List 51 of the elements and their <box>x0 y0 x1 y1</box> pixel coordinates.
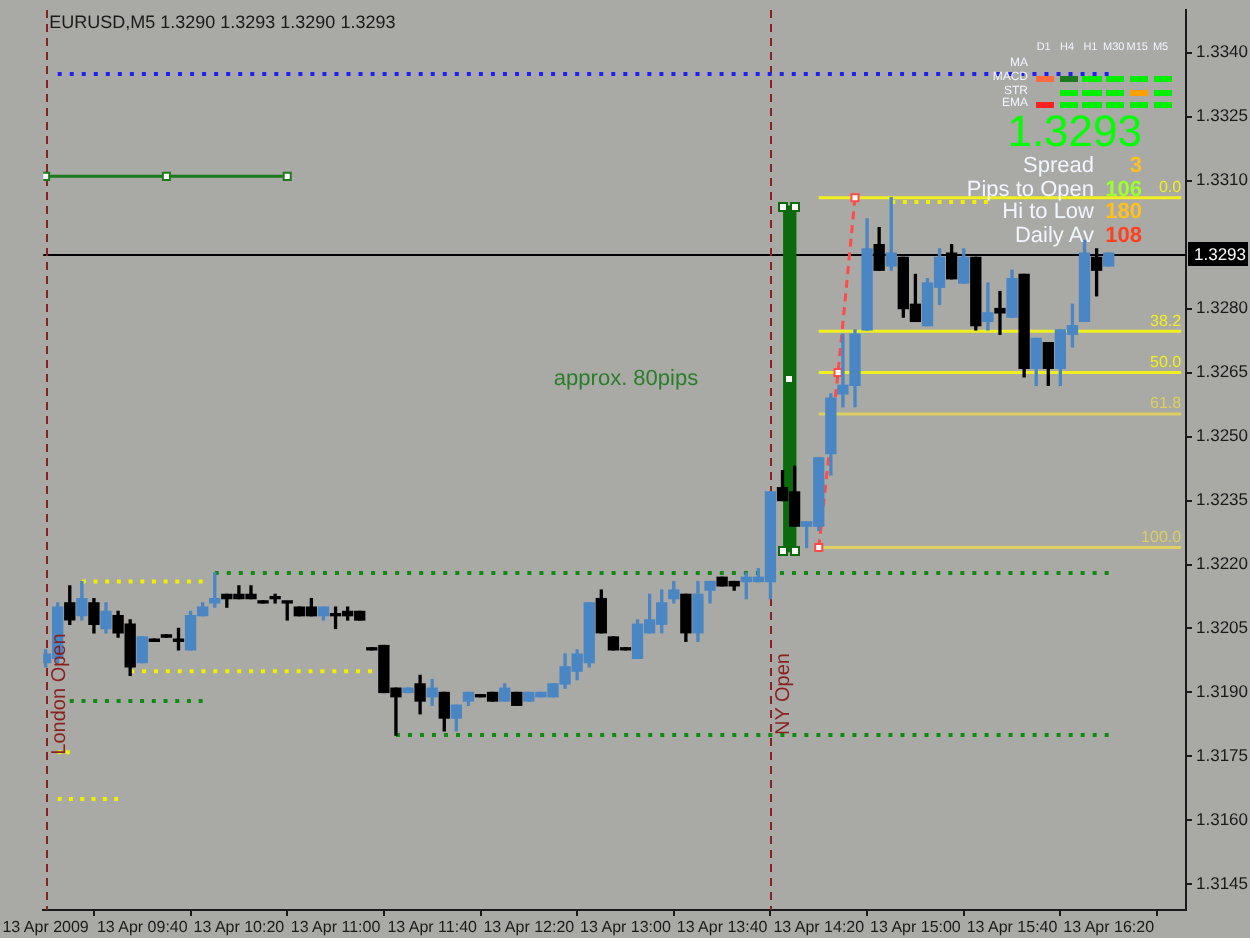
ref-line-label: 1.3293 <box>1194 243 1247 264</box>
chart-title: EURUSD,M5 1.3290 1.3293 1.3290 1.3293 <box>49 11 396 32</box>
ref-line-label: London Open <box>48 633 71 755</box>
x-tick-label: 13 Apr 15:40 <box>966 918 1059 937</box>
y-tick-label: 1.3235 <box>1196 489 1249 510</box>
candlestick <box>994 290 1006 335</box>
data-label: 180 <box>1103 200 1142 225</box>
y-tick-label: 1.3280 <box>1196 297 1249 318</box>
x-tick-label: 13 Apr 2009 <box>2 918 90 937</box>
y-tick-label: 1.3175 <box>1196 745 1249 766</box>
y-tick-label: 1.3310 <box>1196 169 1249 190</box>
y-tick-label: 1.3220 <box>1196 553 1249 574</box>
series-label: 50.0 <box>1150 352 1183 371</box>
series-label: 61.8 <box>1150 394 1183 413</box>
x-tick-label: 13 Apr 11:40 <box>387 918 479 937</box>
x-tick-label: 13 Apr 13:00 <box>580 918 672 937</box>
category-label: Pips to Open <box>966 177 1094 202</box>
y-tick-label: 1.3160 <box>1196 809 1249 830</box>
data-label: 106 <box>1103 177 1142 202</box>
y-tick-label: 1.3205 <box>1196 617 1249 638</box>
point <box>161 171 171 181</box>
data-label: 3 <box>1127 154 1142 179</box>
point <box>282 171 292 181</box>
category-label: Daily Av <box>1014 223 1094 248</box>
series-label: 38.2 <box>1150 311 1183 330</box>
x-tick-label: 13 Apr 09:40 <box>96 918 189 937</box>
y-tick-label: 1.3250 <box>1196 425 1249 446</box>
y-tick-label: 1.3265 <box>1196 361 1249 382</box>
x-tick-label: 13 Apr 16:20 <box>1063 918 1156 937</box>
annotation: approx. 80pips <box>553 367 700 392</box>
point <box>850 193 860 203</box>
y-tick-label: 1.3340 <box>1196 41 1249 62</box>
point <box>43 171 51 181</box>
ref-line-label: NY Open <box>772 653 795 735</box>
candlestick <box>982 282 994 331</box>
y-tick-label: 1.3325 <box>1196 105 1249 126</box>
x-tick-label: 13 Apr 13:40 <box>676 918 769 937</box>
y-tick-label: 1.3190 <box>1196 681 1249 702</box>
series-label: 100.0 <box>1141 527 1183 546</box>
series-label: 0.0 <box>1158 178 1183 197</box>
x-tick-label: 13 Apr 15:00 <box>870 918 962 937</box>
x-tick-label: 13 Apr 10:20 <box>193 918 286 937</box>
data-label: 108 <box>1103 223 1142 248</box>
x-tick-label: 13 Apr 12:20 <box>483 918 576 937</box>
x-tick-label: 13 Apr 14:20 <box>773 918 866 937</box>
text: 1.3293 <box>1005 106 1142 156</box>
y-tick-label: 1.3145 <box>1196 873 1249 894</box>
x-tick-label: 13 Apr 11:00 <box>290 918 382 937</box>
category-label: Spread <box>1023 154 1094 179</box>
point <box>814 542 824 552</box>
category-label: Hi to Low <box>1002 200 1094 225</box>
